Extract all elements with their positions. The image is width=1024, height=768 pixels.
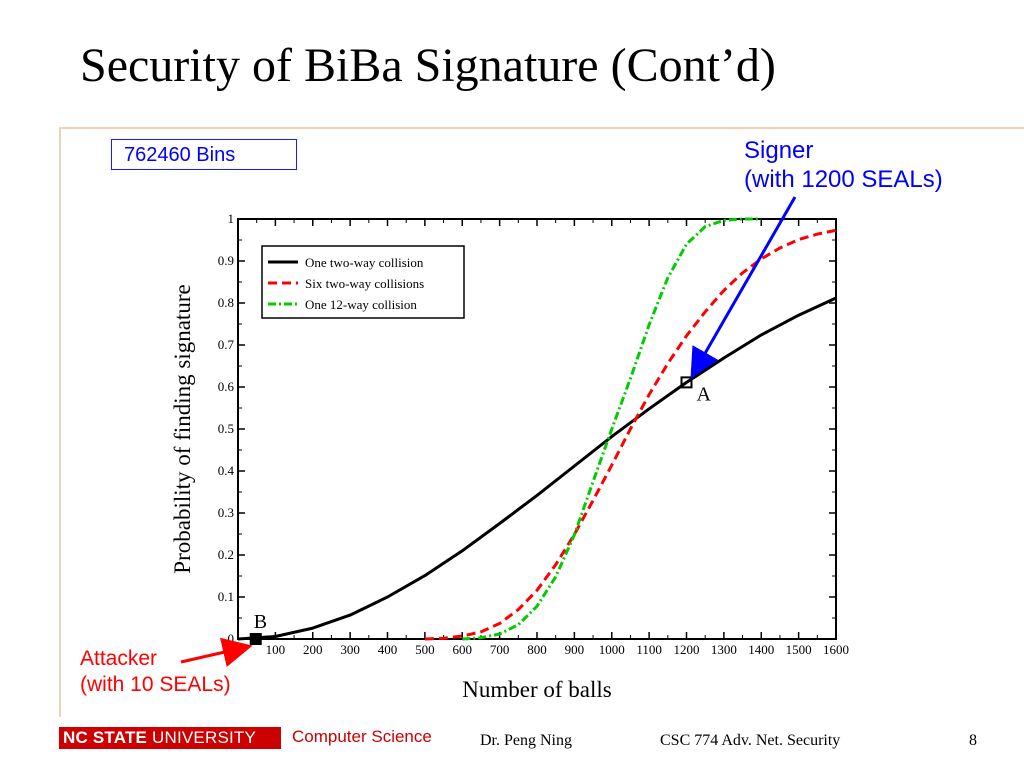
point-b-label: B [254, 611, 267, 633]
footer-author: Dr. Peng Ning [480, 732, 572, 749]
y-tick-label: 0 [228, 631, 235, 646]
y-tick-label: 0.3 [218, 505, 234, 520]
attacker-label-line1: Attacker [80, 647, 158, 670]
attacker-arrow [180, 637, 253, 667]
x-tick-label: 800 [527, 642, 547, 657]
point-b-marker [249, 633, 262, 645]
title-rule-vertical [59, 127, 61, 717]
bins-label-box: 762460 Bins [111, 139, 297, 170]
y-tick-label: 0.5 [218, 421, 234, 436]
series-line-2 [424, 228, 837, 641]
x-tick-label: 1200 [674, 642, 700, 657]
y-tick-label: 0.4 [218, 463, 235, 478]
signer-arrow [690, 196, 797, 379]
legend-label: Six two-way collisions [305, 276, 424, 291]
x-tick-label: 600 [453, 642, 473, 657]
y-tick-label: 0.2 [218, 547, 234, 562]
slide-title: Security of BiBa Signature (Cont’d) [80, 39, 776, 92]
logo-bold-text: NC STATE [63, 728, 148, 747]
x-tick-label: 500 [415, 642, 435, 657]
nc-state-logo: NC STATE UNIVERSITY [59, 727, 281, 749]
y-tick-label: 0.7 [218, 337, 235, 352]
x-tick-label: 1400 [748, 642, 774, 657]
x-tick-label: 1500 [786, 642, 812, 657]
signer-label-line1: Signer [744, 137, 814, 164]
x-tick-label: 100 [266, 642, 286, 657]
x-tick-label: 700 [490, 642, 510, 657]
x-tick-label: 400 [378, 642, 398, 657]
legend-box [261, 245, 465, 319]
x-tick-label: 900 [565, 642, 585, 657]
signer-label-line2: (with 1200 SEALs) [744, 166, 943, 193]
attacker-label: Attacker (with 10 SEALs) [80, 646, 231, 698]
y-tick-label: 0.8 [218, 295, 234, 310]
attacker-label-line2: (with 10 SEALs) [80, 673, 231, 696]
signer-label: Signer (with 1200 SEALs) [744, 136, 943, 194]
series-line-1 [237, 296, 837, 641]
point-a-marker [680, 376, 693, 389]
legend-label: One 12-way collision [305, 297, 417, 312]
x-tick-label: 1100 [636, 642, 662, 657]
legend-label: One two-way collision [305, 255, 424, 270]
y-tick-label: 0.1 [218, 589, 234, 604]
x-tick-label: 300 [340, 642, 360, 657]
title-rule-horizontal [59, 127, 1024, 129]
x-tick-label: 1600 [823, 642, 849, 657]
y-tick-label: 1 [228, 211, 235, 226]
y-tick-label: 0.9 [218, 253, 234, 268]
series-line-3 [462, 217, 762, 641]
footer-course: CSC 774 Adv. Net. Security [660, 732, 841, 749]
logo-thin-text: UNIVERSITY [152, 728, 257, 747]
footer-department: Computer Science [292, 727, 432, 746]
x-tick-label: 1000 [599, 642, 625, 657]
x-tick-label: 200 [303, 642, 323, 657]
x-axis-label: Number of balls [462, 677, 612, 702]
y-axis-label: Probability of finding signature [170, 284, 195, 573]
y-tick-label: 0.6 [218, 379, 235, 394]
footer-page-number: 8 [969, 732, 977, 749]
x-tick-label: 1300 [711, 642, 737, 657]
point-a-label: A [697, 383, 712, 405]
